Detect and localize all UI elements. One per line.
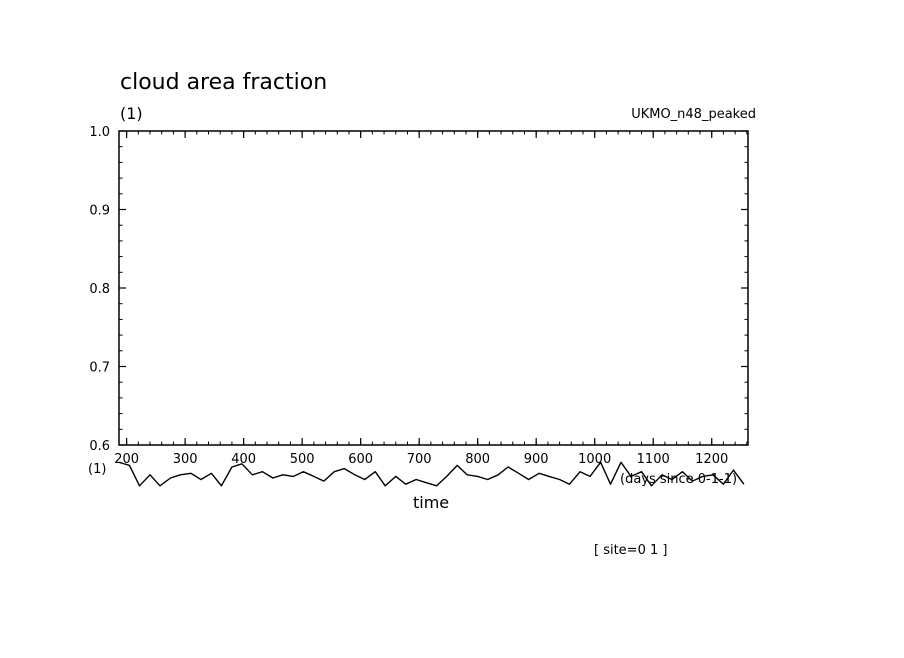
site-label: [ site=0 1 ]: [594, 543, 667, 558]
x-tick-label: 500: [290, 452, 315, 467]
x-tick-label: 1200: [695, 452, 728, 467]
x-axis-unit-left: (1): [88, 462, 106, 477]
y-tick-label: 0.9: [89, 204, 110, 219]
x-axis-label: time: [413, 493, 449, 512]
y-tick-label: 0.7: [89, 361, 110, 376]
y-tick-label: 1.0: [89, 125, 110, 140]
x-axis-unit-right: (days since 0-1-1): [620, 472, 737, 487]
x-tick-label: 700: [407, 452, 432, 467]
x-tick-label: 300: [173, 452, 198, 467]
chart-title: cloud area fraction: [120, 70, 327, 95]
y-tick-label: 0.8: [89, 282, 110, 297]
x-tick-label: 600: [348, 452, 373, 467]
x-tick-label: 400: [231, 452, 256, 467]
series-group: [118, 461, 745, 487]
x-tick-label: 1000: [578, 452, 611, 467]
x-tick-label: 800: [465, 452, 490, 467]
x-axis-ticks: 200 300 400 500 600 700 800 900 1000 1100 1200: [114, 131, 748, 467]
y-axis-ticks: 0.6 0.7 0.8 0.9 1.0: [89, 125, 748, 454]
series-line: [118, 461, 745, 487]
y-tick-label: 0.6: [89, 439, 110, 454]
x-tick-label: 900: [524, 452, 549, 467]
plot-frame: [118, 130, 749, 446]
model-label: UKMO_n48_peaked: [631, 107, 756, 122]
y-axis-unit: (1): [120, 104, 143, 123]
x-tick-label: 1100: [637, 452, 670, 467]
